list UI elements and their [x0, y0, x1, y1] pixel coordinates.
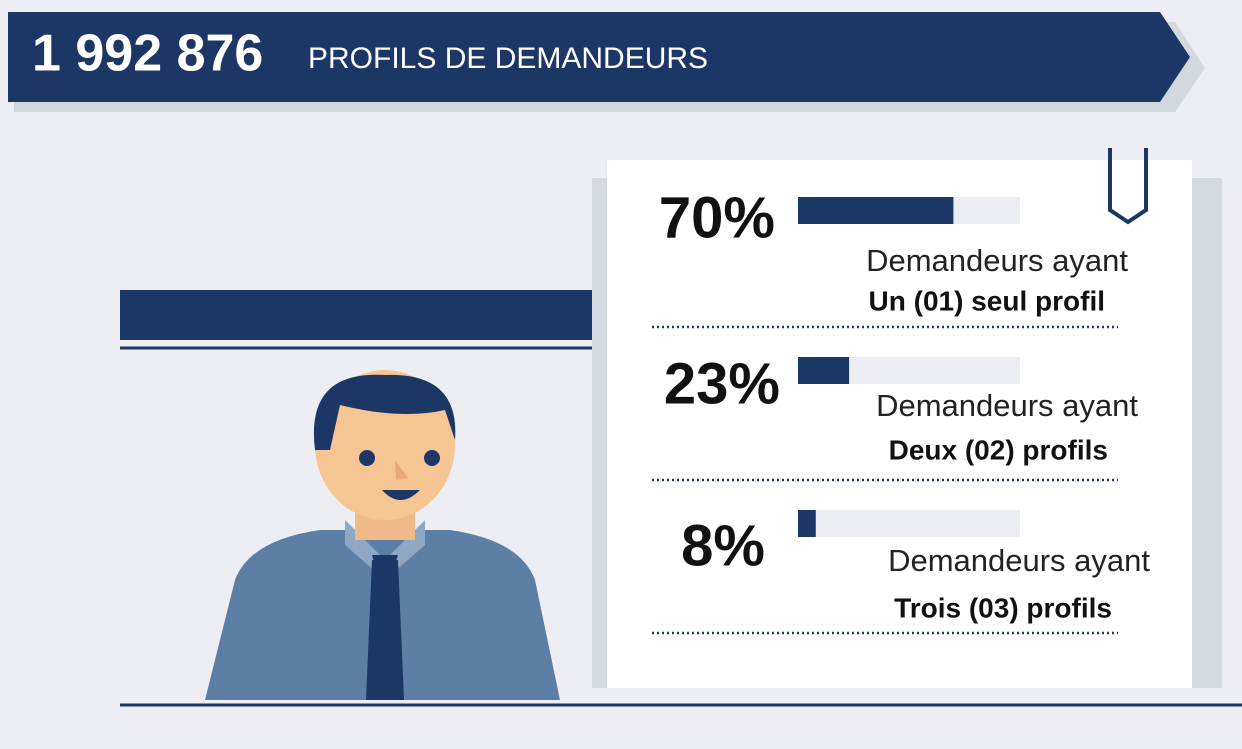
clip — [1108, 148, 1148, 225]
banner — [8, 12, 1190, 102]
bar — [798, 510, 816, 537]
header-number: 1 992 876 — [32, 25, 263, 83]
item-line1: Demandeurs ayant — [876, 388, 1138, 423]
bar — [798, 197, 954, 224]
desk-bar — [120, 290, 610, 340]
item-line2: Trois (03) profils — [894, 592, 1112, 623]
percent-label: 8% — [681, 513, 765, 578]
item-line2: Un (01) seul profil — [869, 285, 1105, 316]
item-line2: Deux (02) profils — [889, 434, 1108, 465]
person — [205, 370, 560, 700]
item-line1: Demandeurs ayant — [866, 243, 1128, 278]
card — [607, 160, 1192, 688]
percent-label: 70% — [659, 185, 775, 250]
header-title: PROFILS DE DEMANDEURS — [308, 42, 708, 75]
percent-label: 23% — [664, 351, 780, 416]
bar — [798, 357, 850, 384]
item-line1: Demandeurs ayant — [888, 543, 1150, 578]
bar-track — [798, 510, 1020, 537]
